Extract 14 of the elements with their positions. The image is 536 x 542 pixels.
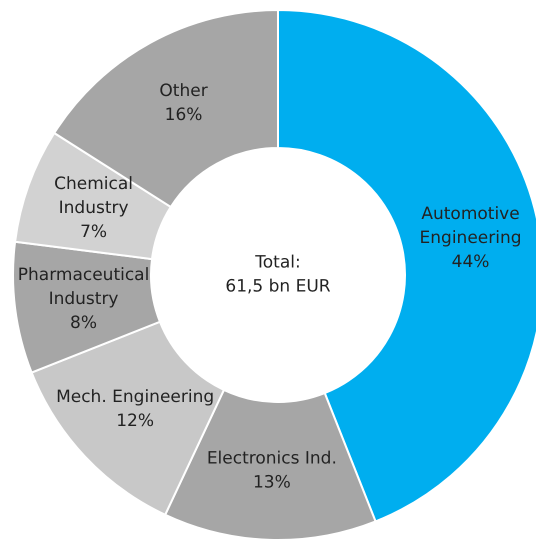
data-label: 7% xyxy=(80,222,108,242)
data-label: 16% xyxy=(164,104,202,125)
data-label: 8% xyxy=(70,313,98,334)
data-label: 12% xyxy=(116,410,154,431)
slice-label: Automotive Engineering xyxy=(420,204,522,248)
slice-label: Other xyxy=(159,80,208,101)
data-label: 44% xyxy=(452,252,490,272)
slice-label: Chemical Industry xyxy=(54,174,134,218)
text: 61,5 bn EUR xyxy=(225,276,331,297)
slice-label: Mech. Engineering xyxy=(56,386,214,407)
slice-label: Electronics Ind. xyxy=(206,448,337,469)
slice-label: Pharmaceutical Industry xyxy=(18,265,150,310)
data-label: 13% xyxy=(252,472,291,493)
text: Total: xyxy=(254,252,301,273)
